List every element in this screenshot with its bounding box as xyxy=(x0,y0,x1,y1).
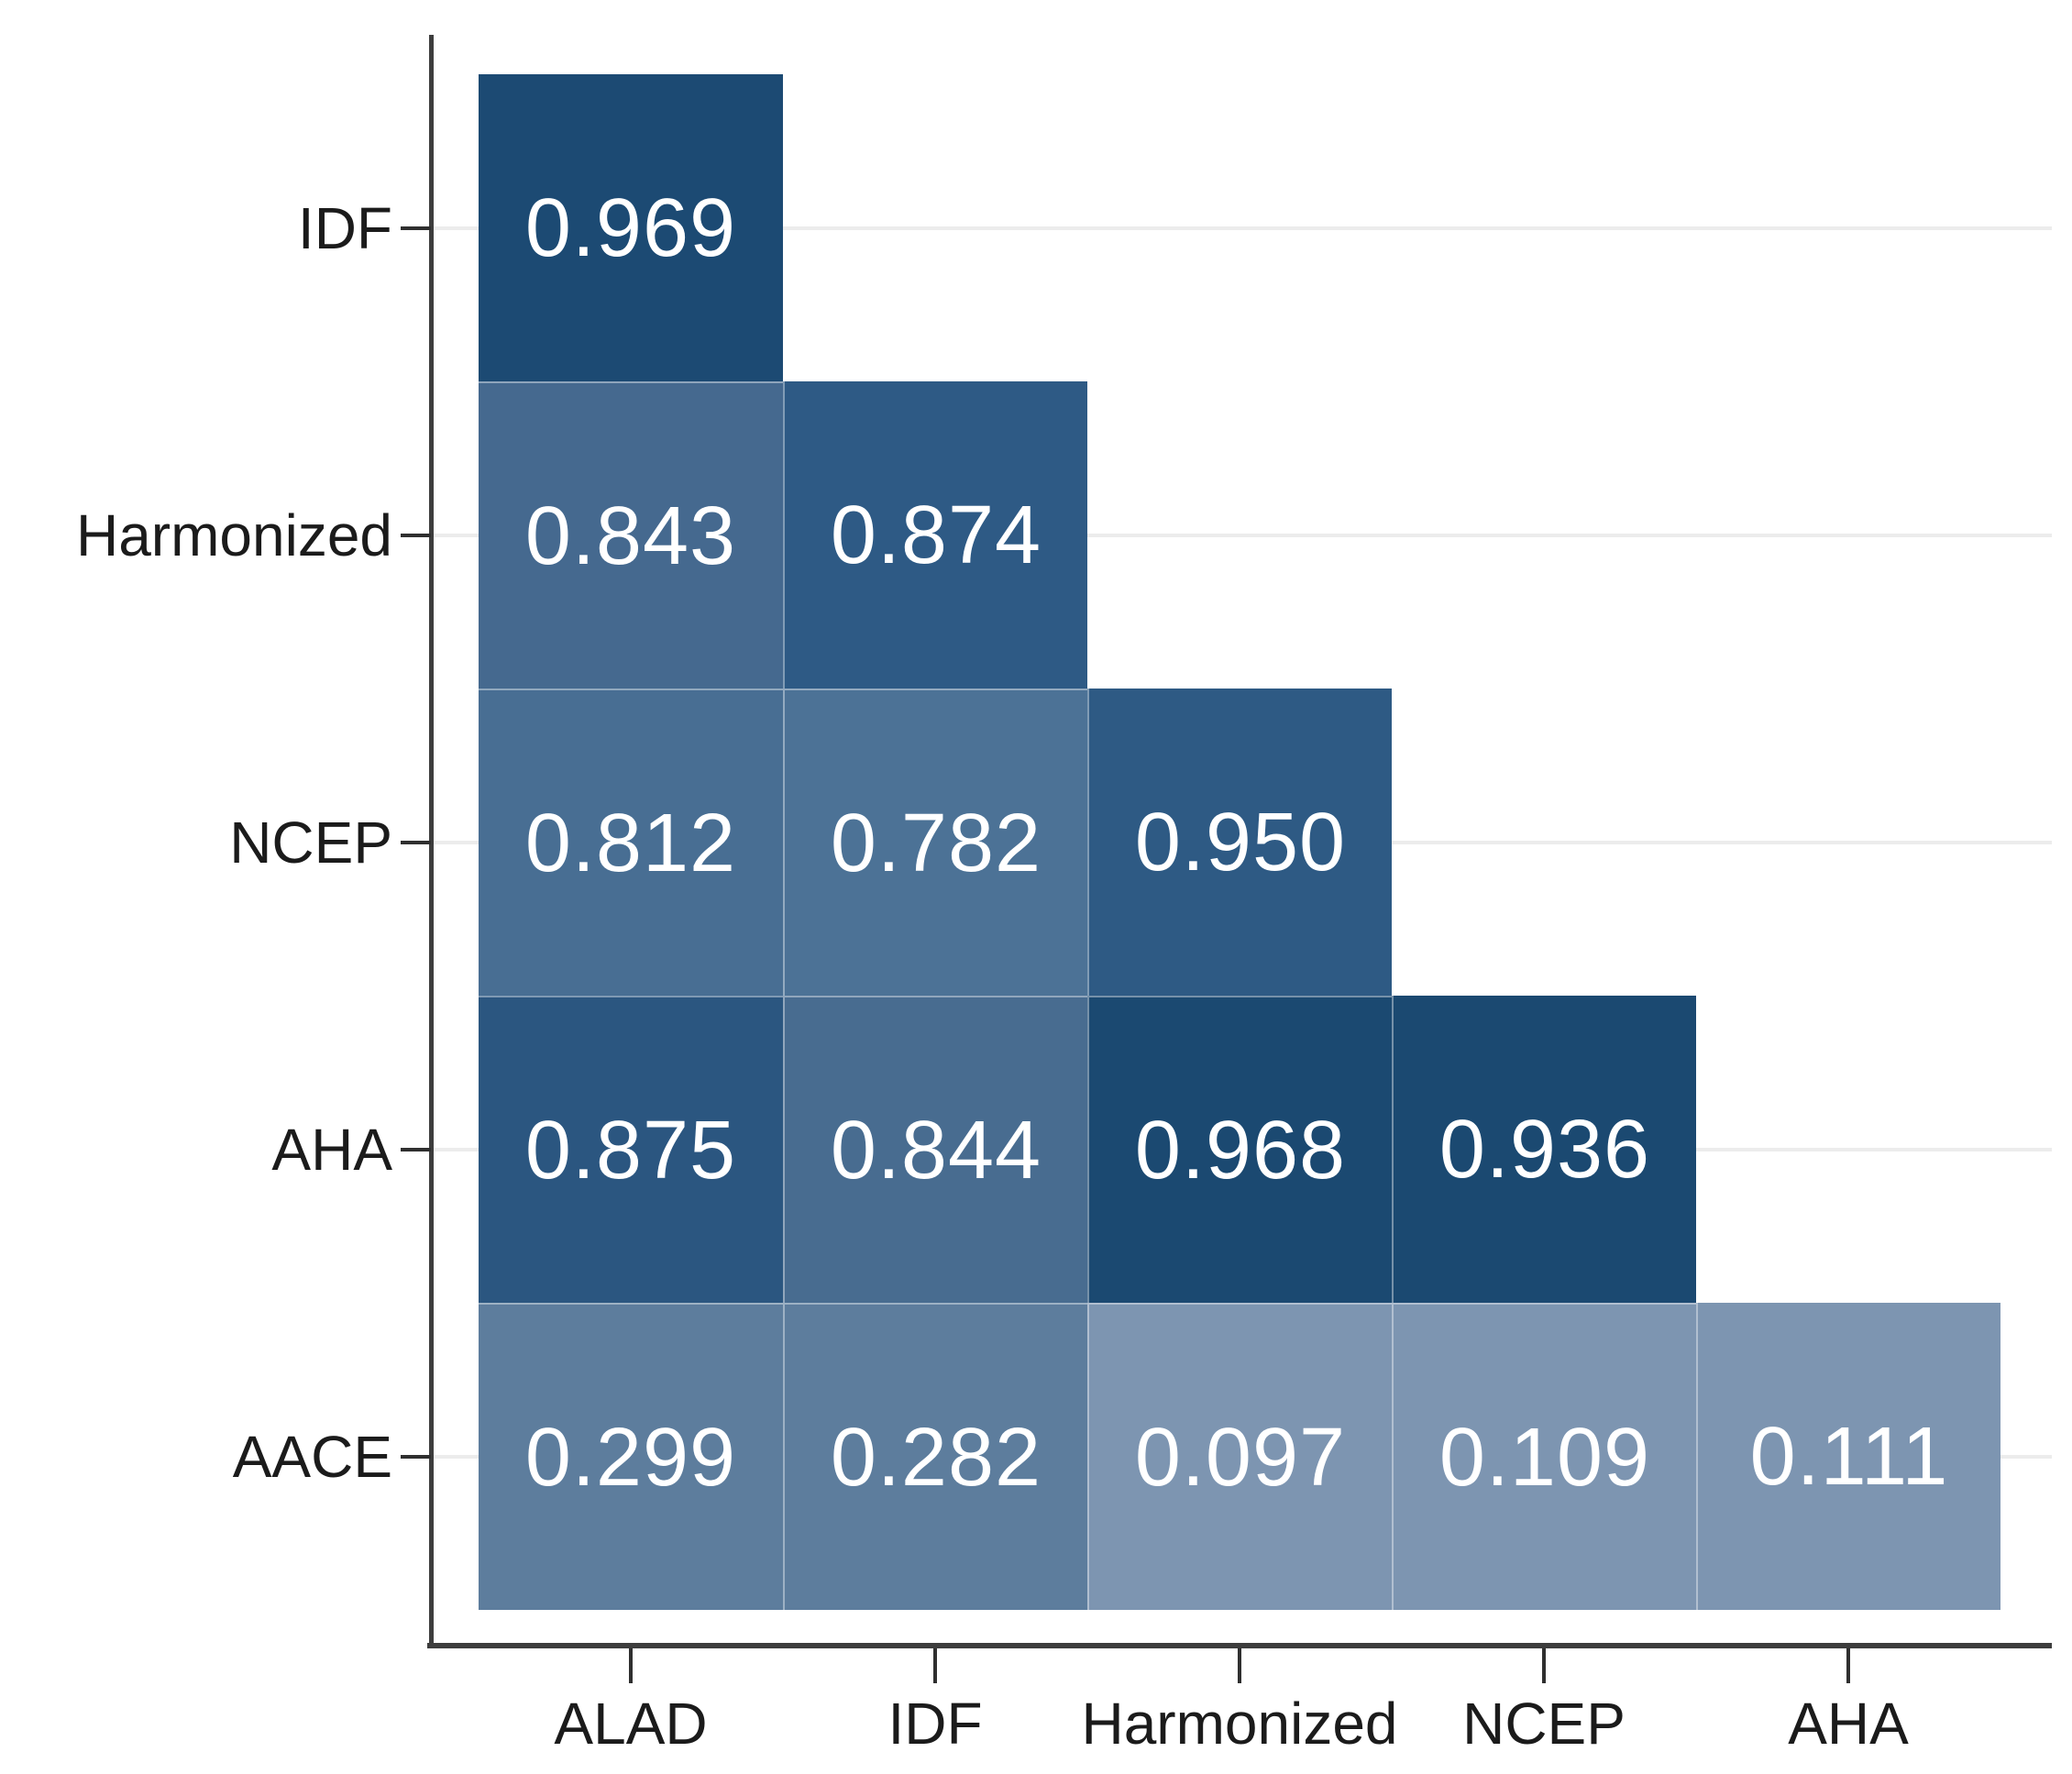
horizontal-gridline xyxy=(433,533,2052,537)
y-axis-tick xyxy=(401,226,431,230)
cell-value-label: 0.782 xyxy=(830,797,1042,889)
cell-value-label: 0.936 xyxy=(1438,1103,1651,1196)
y-axis-tick xyxy=(401,533,431,537)
y-axis-tick xyxy=(401,1454,431,1459)
y-axis-line xyxy=(429,35,434,1648)
x-axis-tick-label-idf: IDF xyxy=(887,1691,983,1757)
x-axis-tick xyxy=(933,1648,937,1683)
cell-value-label: 0.875 xyxy=(524,1104,737,1196)
x-axis-tick xyxy=(629,1648,633,1683)
x-axis-tick xyxy=(1238,1648,1241,1683)
heatmap-cell-aace-alad: 0.299 xyxy=(479,1303,783,1610)
y-axis-tick-label-aace: AACE xyxy=(232,1423,392,1490)
cell-value-label: 0.874 xyxy=(830,489,1042,581)
horizontal-gridline xyxy=(433,226,2052,230)
heatmap-cell-harmonized-idf: 0.874 xyxy=(783,381,1087,689)
cell-value-label: 0.969 xyxy=(524,182,737,274)
cell-value-label: 0.282 xyxy=(830,1411,1042,1504)
heatmap-cell-ncep-harmonized: 0.950 xyxy=(1087,689,1392,996)
heatmap-cell-aace-idf: 0.282 xyxy=(783,1303,1087,1610)
cell-value-label: 0.299 xyxy=(524,1411,737,1504)
cell-value-label: 0.950 xyxy=(1134,796,1347,888)
cell-value-label: 0.111 xyxy=(1749,1410,1949,1503)
heatmap-cell-aace-aha: 0.111 xyxy=(1696,1303,2000,1610)
y-axis-tick-label-idf: IDF xyxy=(297,194,392,261)
heatmap-cell-aha-alad: 0.875 xyxy=(479,996,783,1303)
y-axis-tick-label-harmonized: Harmonized xyxy=(75,501,392,568)
cell-value-label: 0.843 xyxy=(524,490,737,582)
x-axis-tick-label-ncep: NCEP xyxy=(1462,1691,1626,1757)
cell-value-label: 0.812 xyxy=(524,797,737,889)
cell-value-label: 0.844 xyxy=(830,1104,1042,1196)
heatmap-cell-aha-ncep: 0.936 xyxy=(1392,996,1696,1303)
heatmap-cell-aha-harmonized: 0.968 xyxy=(1087,996,1392,1303)
x-axis-tick-label-alad: ALAD xyxy=(554,1691,708,1757)
heatmap-cell-ncep-alad: 0.812 xyxy=(479,689,783,996)
x-axis-tick xyxy=(1542,1648,1546,1683)
cell-value-label: 0.968 xyxy=(1134,1104,1347,1196)
heatmap-cell-aace-ncep: 0.109 xyxy=(1392,1303,1696,1610)
heatmap-cell-aace-harmonized: 0.097 xyxy=(1087,1303,1392,1610)
heatmap-cell-ncep-idf: 0.782 xyxy=(783,689,1087,996)
cell-value-label: 0.097 xyxy=(1134,1411,1347,1504)
y-axis-tick-label-aha: AHA xyxy=(271,1116,392,1183)
heatmap-cell-aha-idf: 0.844 xyxy=(783,996,1087,1303)
x-axis-tick xyxy=(1846,1648,1850,1683)
heatmap-cell-harmonized-alad: 0.843 xyxy=(479,381,783,689)
cell-value-label: 0.109 xyxy=(1438,1411,1651,1504)
y-axis-tick-label-ncep: NCEP xyxy=(229,809,392,876)
heatmap-cell-idf-alad: 0.969 xyxy=(479,74,783,381)
x-axis-line xyxy=(427,1643,2052,1648)
y-axis-tick xyxy=(401,1147,431,1151)
y-axis-tick xyxy=(401,840,431,844)
x-axis-tick-label-harmonized: Harmonized xyxy=(1081,1691,1398,1757)
x-axis-tick-label-aha: AHA xyxy=(1788,1691,1909,1757)
